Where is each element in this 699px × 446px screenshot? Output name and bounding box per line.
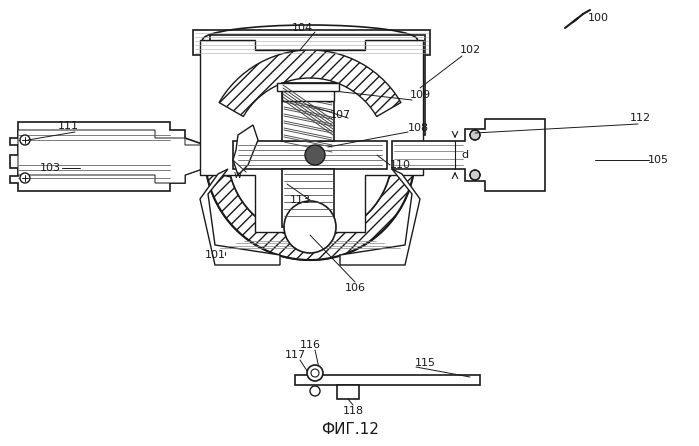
Text: 101: 101 xyxy=(205,250,226,260)
Text: 110: 110 xyxy=(389,160,410,170)
Text: 104: 104 xyxy=(291,23,312,33)
Polygon shape xyxy=(282,83,334,141)
Circle shape xyxy=(305,145,325,165)
Text: 115: 115 xyxy=(415,358,435,368)
Polygon shape xyxy=(205,168,285,205)
Text: 112: 112 xyxy=(629,113,651,123)
Text: 109: 109 xyxy=(410,90,431,100)
Text: 100: 100 xyxy=(587,13,609,23)
Polygon shape xyxy=(233,141,387,169)
Text: 106: 106 xyxy=(345,283,366,293)
Polygon shape xyxy=(10,122,205,191)
Polygon shape xyxy=(200,40,423,232)
Text: 102: 102 xyxy=(459,45,481,55)
Circle shape xyxy=(307,365,323,381)
Text: 113: 113 xyxy=(289,195,310,205)
Polygon shape xyxy=(18,130,205,183)
Bar xyxy=(337,385,359,399)
Text: d: d xyxy=(461,150,468,160)
Text: 105: 105 xyxy=(647,155,668,165)
Circle shape xyxy=(310,386,320,396)
Circle shape xyxy=(20,135,30,145)
Circle shape xyxy=(470,170,480,180)
Text: 107: 107 xyxy=(329,110,351,120)
Circle shape xyxy=(205,50,415,260)
Polygon shape xyxy=(193,30,430,65)
Polygon shape xyxy=(219,50,401,116)
Text: 116: 116 xyxy=(299,340,321,350)
Bar xyxy=(282,83,334,101)
Polygon shape xyxy=(392,119,545,191)
Polygon shape xyxy=(233,125,258,175)
Circle shape xyxy=(470,130,480,140)
Text: 108: 108 xyxy=(408,123,428,133)
Text: ФИГ.12: ФИГ.12 xyxy=(321,422,379,438)
PathPatch shape xyxy=(205,50,415,260)
Circle shape xyxy=(20,173,30,183)
Text: 111: 111 xyxy=(57,121,78,131)
Polygon shape xyxy=(200,169,280,265)
Circle shape xyxy=(311,369,319,377)
Text: 118: 118 xyxy=(343,406,363,416)
Bar xyxy=(277,83,339,91)
Polygon shape xyxy=(282,169,334,227)
Circle shape xyxy=(284,201,336,253)
Polygon shape xyxy=(340,169,420,265)
Text: 117: 117 xyxy=(284,350,305,360)
Polygon shape xyxy=(210,35,425,135)
Text: w: w xyxy=(234,170,242,180)
Circle shape xyxy=(228,73,392,237)
Polygon shape xyxy=(205,108,290,155)
Text: 103: 103 xyxy=(40,163,61,173)
Bar xyxy=(295,375,480,385)
